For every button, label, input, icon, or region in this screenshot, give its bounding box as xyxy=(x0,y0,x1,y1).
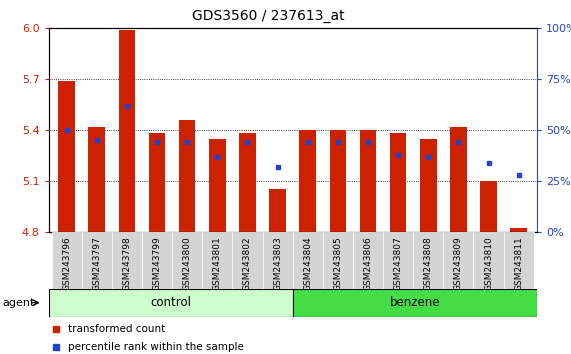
Bar xyxy=(119,30,135,232)
Bar xyxy=(202,232,232,289)
Bar xyxy=(420,138,437,232)
Bar xyxy=(353,232,383,289)
Text: GSM243808: GSM243808 xyxy=(424,236,433,291)
Bar xyxy=(510,228,527,232)
Text: control: control xyxy=(150,296,191,309)
Bar xyxy=(172,232,202,289)
Bar xyxy=(239,133,256,232)
Text: GSM243800: GSM243800 xyxy=(183,236,192,291)
Text: GSM243801: GSM243801 xyxy=(213,236,222,291)
Bar xyxy=(232,232,263,289)
Bar xyxy=(329,130,346,232)
Bar xyxy=(142,232,172,289)
Text: GSM243803: GSM243803 xyxy=(273,236,282,291)
Text: percentile rank within the sample: percentile rank within the sample xyxy=(68,342,244,352)
Bar xyxy=(443,232,473,289)
Bar xyxy=(299,130,316,232)
Bar xyxy=(383,232,413,289)
Bar xyxy=(148,133,166,232)
Text: benzene: benzene xyxy=(389,296,440,309)
Bar xyxy=(270,189,286,232)
Bar xyxy=(293,232,323,289)
Bar xyxy=(390,133,407,232)
Text: GDS3560 / 237613_at: GDS3560 / 237613_at xyxy=(192,9,345,23)
Bar xyxy=(450,127,467,232)
Bar xyxy=(58,81,75,232)
Text: GSM243802: GSM243802 xyxy=(243,236,252,291)
Text: agent: agent xyxy=(2,298,35,308)
Bar xyxy=(82,232,112,289)
Text: GSM243799: GSM243799 xyxy=(152,236,162,291)
Bar xyxy=(413,232,443,289)
Text: GSM243810: GSM243810 xyxy=(484,236,493,291)
Text: transformed count: transformed count xyxy=(68,324,166,333)
Bar xyxy=(473,232,504,289)
Bar xyxy=(480,181,497,232)
Bar xyxy=(49,289,292,317)
Text: GSM243798: GSM243798 xyxy=(122,236,131,291)
Bar xyxy=(209,138,226,232)
Bar xyxy=(179,120,195,232)
Bar xyxy=(323,232,353,289)
Bar xyxy=(89,127,105,232)
Text: GSM243807: GSM243807 xyxy=(393,236,403,291)
Bar xyxy=(504,232,534,289)
Bar xyxy=(292,289,537,317)
Text: GSM243806: GSM243806 xyxy=(364,236,372,291)
Bar xyxy=(112,232,142,289)
Text: GSM243811: GSM243811 xyxy=(514,236,523,291)
Text: GSM243809: GSM243809 xyxy=(454,236,463,291)
Text: GSM243805: GSM243805 xyxy=(333,236,343,291)
Bar xyxy=(360,130,376,232)
Text: GSM243797: GSM243797 xyxy=(93,236,101,291)
Bar xyxy=(263,232,292,289)
Text: GSM243796: GSM243796 xyxy=(62,236,71,291)
Text: GSM243804: GSM243804 xyxy=(303,236,312,291)
Bar xyxy=(51,232,82,289)
